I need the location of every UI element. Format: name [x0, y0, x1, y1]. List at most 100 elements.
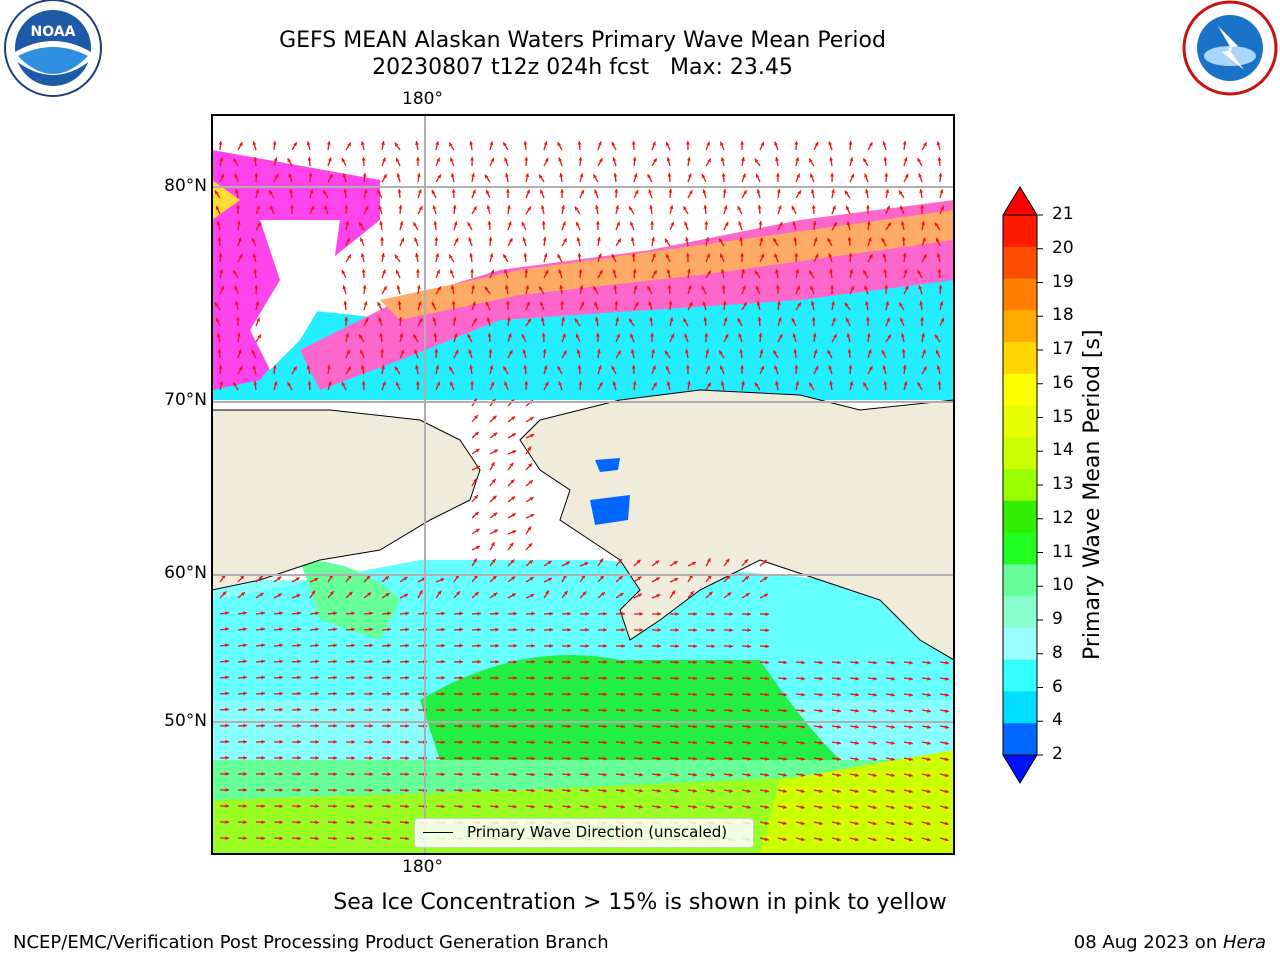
caption: Sea Ice Concentration > 15% is shown in … [0, 890, 1280, 915]
wave-arrow-head [743, 190, 747, 195]
wave-arrow-head [764, 593, 769, 598]
wave-arrow-head [603, 788, 607, 793]
wave-arrow-head [378, 317, 383, 322]
wave-arrow-head [855, 724, 859, 729]
wave-arrow-head [381, 253, 385, 257]
wave-arrow-head [490, 157, 495, 162]
wave-arrow-head [900, 221, 905, 226]
footer-right: 08 Aug 2023 on Hera [1074, 932, 1266, 953]
wave-arrow-head [773, 350, 777, 355]
wave-arrow-head [764, 837, 769, 842]
wave-arrow-head [855, 741, 859, 745]
wave-arrow-head [685, 253, 690, 257]
wave-arrow-head [575, 221, 580, 226]
wave-arrow-head [599, 558, 604, 563]
wave-arrow-head [863, 382, 867, 387]
wave-arrow-head [434, 349, 439, 353]
colorbar-label: Primary Wave Mean Period [s] [1080, 329, 1105, 660]
wave-arrow-head [315, 804, 319, 809]
wave-arrow-head [468, 237, 473, 242]
wave-arrow-head [686, 381, 691, 385]
wave-arrow-head [919, 189, 924, 193]
wave-arrow-head [729, 628, 733, 633]
wave-arrow-head [729, 660, 733, 665]
wave-arrow-head [306, 141, 311, 146]
wave-arrow-head [243, 723, 247, 728]
colorbar-tick-label: 15 [1052, 406, 1074, 427]
wave-arrow-head [935, 237, 940, 242]
wave-arrow-head [639, 660, 643, 665]
wave-arrow-head [315, 739, 319, 744]
wave-arrow-head [380, 349, 385, 353]
wave-arrow-head [484, 174, 489, 179]
wave-arrow-head [664, 350, 669, 355]
wave-arrow-head [577, 253, 582, 257]
wave-arrow-head [774, 253, 778, 258]
wave-arrow-head [655, 560, 660, 565]
colorbar-tick-label: 8 [1052, 642, 1063, 663]
wave-arrow-head [235, 189, 239, 193]
wave-arrow-head [617, 238, 621, 243]
wave-arrow-head [936, 253, 941, 258]
wave-arrow-head [477, 643, 481, 648]
wave-arrow-head [453, 221, 458, 226]
colorbar-under-extend [1002, 754, 1038, 784]
wave-arrow-head [395, 269, 400, 274]
wave-arrow-head [585, 788, 589, 793]
wave-arrow-head [811, 317, 816, 321]
wave-arrow-head [369, 627, 373, 632]
colorbar-tick-label: 6 [1052, 676, 1063, 697]
wave-arrow-head [369, 820, 373, 825]
wave-arrow-head [667, 173, 672, 177]
wave-arrow-head [387, 724, 391, 728]
wave-arrow-head [758, 333, 763, 337]
wave-arrow-head [603, 644, 607, 648]
wave-arrow-head [217, 349, 222, 353]
wave-arrow-head [405, 788, 409, 793]
wave-arrow-head [363, 189, 368, 194]
wave-arrow-head [944, 805, 949, 810]
wave-arrow-head [513, 724, 517, 729]
wave-arrow-head [845, 205, 850, 210]
wave-arrow-head [489, 253, 494, 258]
wave-arrow-head [351, 675, 355, 680]
wave-arrow-head [477, 788, 481, 793]
wave-arrow-head [527, 526, 532, 531]
wave-arrow-head [379, 221, 384, 225]
wave-arrow-head [507, 333, 512, 338]
wave-arrow-head [333, 788, 337, 793]
wave-arrow-head [441, 627, 445, 632]
wave-arrow-head [594, 301, 598, 306]
wave-arrow-head [333, 756, 337, 760]
wave-arrow-head [603, 756, 607, 761]
wave-arrow-head [310, 205, 315, 210]
wave-arrow-head [471, 173, 475, 177]
wave-arrow-head [703, 205, 708, 209]
wave-arrow-head [886, 205, 890, 210]
wave-arrow-head [657, 660, 661, 665]
wave-arrow-head [666, 269, 671, 274]
wave-arrow-head [225, 771, 229, 776]
wave-arrow-head [360, 365, 365, 370]
wave-arrow-head [416, 285, 421, 289]
wave-arrow-head [782, 805, 787, 809]
wave-arrow-head [493, 529, 498, 534]
wave-arrow-head [621, 756, 625, 761]
wave-arrow-head [595, 317, 599, 321]
wave-arrow-head [473, 318, 477, 323]
wave-arrow-head [405, 691, 409, 696]
wave-arrow-head [797, 302, 801, 307]
wave-arrow-head [939, 189, 944, 194]
wave-arrow-head [431, 301, 436, 306]
wave-arrow-head [621, 724, 625, 729]
wave-arrow-head [548, 577, 553, 582]
colorbar [1002, 186, 1043, 784]
wave-arrow-head [578, 157, 583, 161]
wave-arrow-head [938, 285, 943, 289]
wave-arrow-head [891, 757, 895, 761]
wave-arrow-head [615, 317, 620, 322]
wave-arrow-head [451, 301, 456, 305]
wave-arrow-head [477, 772, 481, 777]
wave-arrow-head [432, 317, 437, 322]
wave-arrow-head [675, 740, 679, 745]
